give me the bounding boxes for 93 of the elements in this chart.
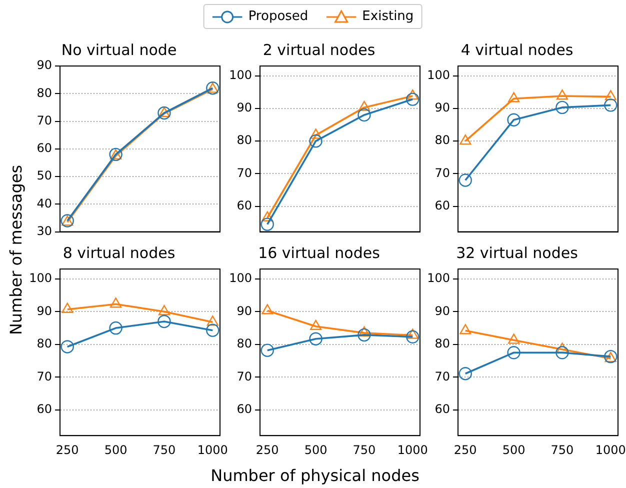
y-tick-label: 100 [427, 270, 450, 285]
chart-title: No virtual node [61, 40, 177, 59]
x-tick-label: 500 [502, 442, 526, 457]
point [556, 100, 569, 114]
point [110, 297, 122, 308]
point [556, 346, 569, 360]
y-tick-label: 40 [36, 196, 52, 210]
y-tick-label: 80 [434, 336, 450, 351]
point [109, 321, 122, 335]
point [508, 92, 520, 102]
point [262, 211, 274, 222]
y-tick-label: 60 [236, 402, 252, 416]
point [406, 92, 420, 106]
point [458, 367, 472, 380]
point [460, 134, 472, 145]
x-tick-label: 250 [454, 442, 477, 457]
point [309, 134, 322, 148]
point [406, 330, 420, 344]
x-axis-title: Number of physical nodes [210, 466, 420, 485]
legend-label: Existing [362, 9, 414, 24]
point [206, 324, 220, 337]
y-tick-label: 70 [236, 166, 252, 180]
y-tick-label: 60 [236, 198, 252, 212]
chart-title: 2 virtual nodes [262, 40, 376, 59]
point [62, 302, 74, 313]
y-tick-label: 70 [36, 369, 52, 384]
point [604, 90, 616, 100]
y-tick-label: 80 [236, 336, 252, 351]
point [158, 106, 170, 118]
point [158, 106, 171, 120]
point [358, 108, 371, 122]
y-tick-label: 100 [427, 68, 450, 82]
point [508, 334, 520, 344]
y-tick-label: 90 [236, 100, 252, 115]
y-tick-label: 70 [434, 166, 450, 180]
point [262, 304, 274, 314]
y-tick-label: 80 [36, 86, 52, 100]
y-tick-label: 80 [236, 133, 252, 148]
y-tick-label: 60 [36, 141, 52, 156]
point [556, 89, 568, 100]
y-tick-label: 60 [36, 402, 52, 416]
y-tick-label: 90 [36, 304, 52, 318]
x-tick-label: 500 [304, 442, 328, 457]
y-tick-label: 50 [36, 168, 52, 183]
point [604, 98, 618, 112]
point [358, 100, 370, 112]
point [460, 324, 472, 334]
y-tick-label: 90 [236, 304, 252, 318]
y-tick-label: 80 [36, 336, 52, 351]
x-tick-label: 1000 [595, 442, 626, 457]
y-tick-label: 60 [434, 402, 450, 416]
x-tick-label: 1000 [397, 442, 428, 457]
point [309, 332, 322, 346]
y-tick-label: 70 [434, 369, 450, 384]
chart-title: 4 virtual nodes [460, 40, 574, 59]
point [458, 174, 472, 187]
y-tick-label: 70 [36, 113, 52, 128]
point [206, 316, 218, 326]
y-tick-label: 100 [229, 270, 252, 285]
y-tick-label: 90 [36, 58, 52, 72]
point [158, 305, 170, 316]
legend-label: Proposed [248, 9, 308, 24]
x-tick-label: 750 [550, 442, 574, 457]
x-tick-label: 1000 [197, 442, 228, 457]
y-tick-label: 100 [229, 68, 252, 82]
point [406, 89, 418, 100]
point [310, 320, 322, 330]
y-tick-label: 100 [29, 270, 52, 285]
point [260, 344, 274, 357]
y-tick-label: 60 [434, 198, 450, 212]
y-tick-label: 30 [36, 224, 52, 238]
x-tick-label: 250 [256, 442, 279, 457]
point [406, 328, 418, 339]
point [60, 340, 74, 354]
y-tick-label: 90 [434, 100, 450, 115]
chart-title: 32 virtual nodes [456, 244, 578, 262]
x-tick-label: 250 [56, 442, 79, 457]
point [358, 328, 371, 342]
point [158, 314, 171, 328]
y-tick-label: 90 [434, 304, 450, 318]
y-tick-label: 80 [434, 133, 450, 148]
point [507, 113, 520, 126]
x-tick-label: 750 [152, 442, 176, 457]
y-axis-title: Number of messages [6, 164, 26, 336]
chart-title: 16 virtual nodes [258, 244, 380, 262]
point [507, 346, 520, 360]
point [260, 218, 274, 231]
y-tick-label: 70 [236, 369, 252, 384]
x-tick-label: 500 [104, 442, 128, 457]
chart-title: 8 virtual nodes [62, 244, 176, 262]
x-tick-label: 750 [352, 442, 376, 457]
point [310, 128, 322, 139]
point [556, 342, 568, 353]
